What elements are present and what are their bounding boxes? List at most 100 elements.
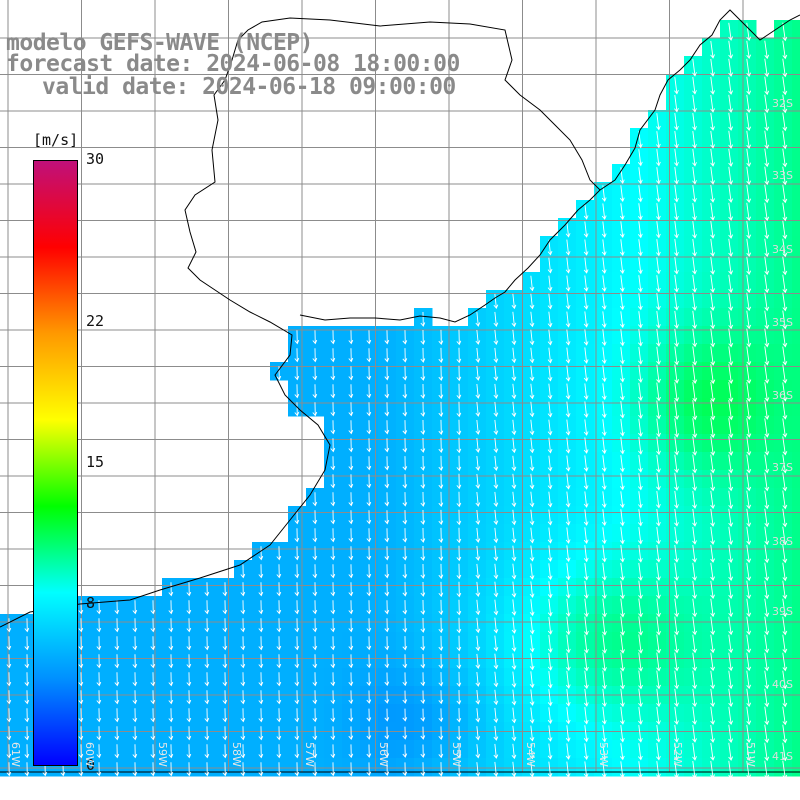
wind-arrow [764, 742, 770, 762]
wind-cell [792, 56, 800, 75]
wind-arrow [294, 546, 300, 561]
wind-cell [792, 200, 800, 219]
wind-arrow [511, 347, 517, 364]
wind-arrow [746, 706, 752, 726]
wind-arrow [204, 618, 210, 633]
wind-arrow [746, 292, 752, 312]
wind-arrow [402, 492, 408, 507]
wind-arrow [602, 598, 607, 618]
wind-arrow [96, 636, 102, 651]
wind-arrow [258, 582, 264, 597]
wind-arrow [746, 580, 752, 600]
wind-arrow [222, 618, 228, 633]
wind-arrow [674, 598, 679, 618]
wind-arrow [402, 456, 408, 471]
wind-arrow [456, 726, 462, 741]
wind-arrow [547, 293, 553, 310]
wind-cell [792, 524, 800, 543]
wind-cell [792, 542, 800, 561]
wind-arrow [764, 184, 770, 204]
wind-cell [774, 38, 793, 57]
model-title: modelo GEFS-WAVE (NCEP) [6, 30, 314, 56]
wind-arrow [710, 706, 715, 725]
wind-arrow [656, 113, 661, 131]
wind-arrow [276, 762, 282, 777]
wind-arrow [366, 420, 372, 435]
longitude-label: 53W [597, 742, 610, 767]
wind-arrow [24, 744, 30, 759]
wind-arrow [529, 707, 535, 724]
wind-arrow [692, 310, 697, 330]
wind-arrow [674, 364, 680, 384]
wind-arrow [764, 544, 770, 564]
wind-arrow [384, 474, 390, 489]
wind-cell [792, 236, 800, 255]
wind-arrow [276, 690, 282, 705]
wind-arrow [493, 473, 499, 490]
wind-cell [702, 416, 721, 435]
wind-arrow [746, 184, 752, 204]
wind-arrow [420, 456, 426, 471]
wind-arrow [493, 545, 499, 562]
wind-cell [792, 20, 800, 39]
wind-arrow [511, 563, 517, 580]
wind-arrow [493, 437, 499, 453]
wind-arrow [420, 672, 426, 687]
wind-arrow [493, 653, 499, 670]
wind-arrow [294, 582, 300, 597]
wind-arrow [710, 490, 716, 510]
wind-arrow [312, 744, 318, 759]
wind-arrow [384, 366, 390, 381]
wind-arrow [276, 600, 282, 615]
wind-cell [774, 650, 793, 669]
wind-arrow [204, 600, 210, 615]
wind-arrow [656, 688, 661, 708]
wind-arrow [547, 689, 553, 707]
wind-arrow [438, 419, 444, 436]
wind-arrow [384, 546, 390, 561]
wind-arrow [565, 527, 571, 544]
wind-arrow [782, 760, 788, 780]
wind-arrow [619, 491, 625, 509]
wind-arrow [692, 688, 697, 708]
wind-arrow [583, 221, 589, 238]
wind-arrow [186, 762, 192, 777]
wind-arrow [674, 580, 679, 600]
wind-arrow [150, 708, 156, 723]
wind-arrow [602, 688, 607, 707]
wind-arrow [583, 455, 589, 472]
wind-arrow [764, 310, 770, 330]
wind-arrow [656, 454, 661, 473]
latitude-label: 32S [772, 97, 793, 110]
wind-arrow [601, 275, 607, 292]
wind-cell [792, 218, 800, 237]
wind-arrow [222, 762, 228, 777]
wind-arrow [547, 707, 553, 725]
wind-arrow [710, 760, 715, 779]
wind-arrow [384, 762, 390, 777]
wind-arrow [601, 401, 607, 419]
wind-arrow [656, 400, 661, 420]
wind-arrow [728, 256, 734, 275]
wind-cell [774, 506, 793, 525]
wind-arrow [475, 527, 481, 543]
wind-arrow [782, 454, 788, 474]
wind-arrow [547, 257, 553, 274]
wind-arrow [150, 672, 156, 687]
wind-arrow [511, 437, 517, 454]
wind-arrow [294, 618, 300, 633]
wind-arrow [384, 564, 390, 579]
wind-arrow [456, 653, 462, 670]
wind-arrow [547, 652, 553, 671]
wind-arrow [746, 490, 752, 510]
wind-arrow [710, 184, 715, 203]
wind-arrow [619, 347, 625, 365]
wind-arrow [402, 708, 408, 722]
wind-arrow [168, 744, 174, 759]
wind-arrow [764, 436, 770, 456]
wind-arrow [529, 401, 535, 418]
wind-arrow [619, 311, 625, 329]
wind-arrow [348, 420, 354, 435]
wind-arrow [456, 347, 462, 364]
